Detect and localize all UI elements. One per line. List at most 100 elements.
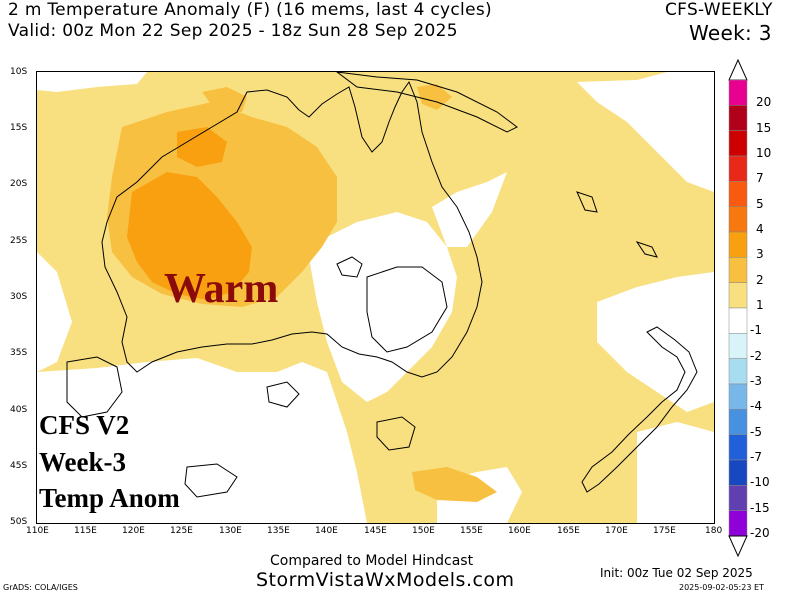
colorbar-label: 15 [756,120,772,135]
lon-label: 180 [705,526,723,536]
lon-label: 110E [26,526,49,536]
colorbar-swatch [728,206,748,233]
neutral-area-northeast [577,72,714,192]
colorbar-label: -10 [750,475,770,490]
colorbar-swatch [728,307,748,334]
lat-label: 45S [10,461,28,471]
colorbar-swatch [728,130,748,157]
lon-label: 155E [460,526,483,536]
colorbar-label: 7 [756,171,764,186]
new-zealand-outline [581,326,698,493]
colorbar-swatch [728,282,748,309]
lat-label: 25S [10,236,28,246]
island-outline-1 [576,191,598,213]
colorbar-label: 1 [756,298,764,312]
colorbar-label: 10 [756,146,772,160]
overlay-week: Week-3 [39,447,126,477]
neutral-area-south-pocket [37,252,72,372]
valid-period: Valid: 00z Mon 22 Sep 2025 - 18z Sun 28 … [8,21,458,41]
init-time: Init: 00z Tue 02 Sep 2025 [600,566,753,580]
lon-label: 150E [412,526,435,536]
colorbar-label: -2 [750,348,762,363]
site-credit: StormVistaWxModels.com [256,569,515,591]
new-guinea-outline [336,72,518,133]
lat-label: 35S [10,348,28,358]
lat-label: 50S [10,517,28,527]
anomaly-2-cape [417,84,452,110]
generated-timestamp: 2025-09-02-05:23 ET [679,583,764,592]
colorbar-swatches [728,58,748,558]
lon-label: 125E [170,526,193,536]
colorbar-label: 4 [756,222,764,236]
lon-label: 115E [74,526,97,536]
lat-label: 40S [10,405,28,415]
anomaly-3-core [127,172,252,300]
lat-label: 20S [10,179,28,189]
contour-line-interior [366,266,448,353]
warm-annotation: Warm [164,266,279,312]
colorbar-label: -4 [750,399,762,414]
anomaly-2-north [202,87,247,112]
anomaly-3-north [177,127,227,167]
grads-credit: GrADS: COLA/IGES [3,583,78,592]
colorbar-label: 2 [756,272,764,287]
map-title: 2 m Temperature Anomaly (F) (16 mems, la… [8,0,492,20]
colorbar-label: 5 [756,196,764,211]
colorbar-swatch [728,459,748,486]
lon-label: 145E [364,526,387,536]
colorbar-swatch [728,383,748,410]
anomaly-map: Warm CFS V2 Week-3 Temp Anom [36,71,715,524]
colorbar-label: -3 [750,374,762,388]
contour-line-south [184,463,238,498]
lat-label: 15S [10,123,28,133]
lat-label: 10S [10,67,28,77]
colorbar-swatch [728,358,748,385]
colorbar-swatch [728,231,748,258]
lon-label: 160E [508,526,531,536]
neutral-area-southeast [307,212,457,402]
anomaly-2-south [412,467,497,502]
contour-line-bight [266,381,300,408]
australia-coastline [101,80,483,378]
colorbar-swatch [728,510,748,537]
colorbar-label: 20 [756,95,772,110]
colorbar-swatch [728,257,748,283]
contour-line-small [336,256,363,278]
overlay-model: CFS V2 [39,410,130,440]
lon-label: 175E [653,526,676,536]
colorbar-label: 3 [756,247,764,262]
colorbar-label: -5 [750,424,762,439]
colorbar-swatch [728,79,748,106]
lon-label: 165E [557,526,580,536]
neutral-area-tasman [432,172,507,247]
colorbar-swatch [728,333,748,359]
lon-label: 135E [267,526,290,536]
colorbar-label: -1 [750,323,762,338]
neutral-area-north [37,72,147,92]
colorbar-bottom-arrow [728,535,748,558]
neutral-area-east [597,272,714,412]
neutral-area-west [37,358,367,523]
lon-label: 170E [605,526,628,536]
week-label: Week: 3 [689,21,772,45]
colorbar-swatch [728,409,748,435]
colorbar-label: -20 [750,526,770,540]
island-outline-2 [635,241,658,258]
colorbar-label: -7 [750,450,762,464]
colorbar-swatch [728,155,748,182]
colorbar-swatch [728,434,748,461]
compare-note: Compared to Model Hindcast [270,553,474,569]
colorbar-swatch [728,485,748,511]
model-label: CFS-WEEKLY [665,0,773,20]
colorbar-label: -15 [750,500,770,515]
lon-label: 140E [315,526,338,536]
colorbar-top-arrow [728,58,748,81]
neutral-area-far-southeast [637,422,714,523]
lat-label: 30S [10,292,28,302]
lon-label: 130E [219,526,242,536]
overlay-variable: Temp Anom [39,483,180,513]
colorbar: 20 15 10 7 5 4 3 2 1 -1 -2 -3 -4 -5 -7 -10 -15 -20 [728,58,798,558]
colorbar-swatch [728,181,748,207]
contour-line-west [66,356,123,418]
colorbar-swatch [728,105,748,131]
